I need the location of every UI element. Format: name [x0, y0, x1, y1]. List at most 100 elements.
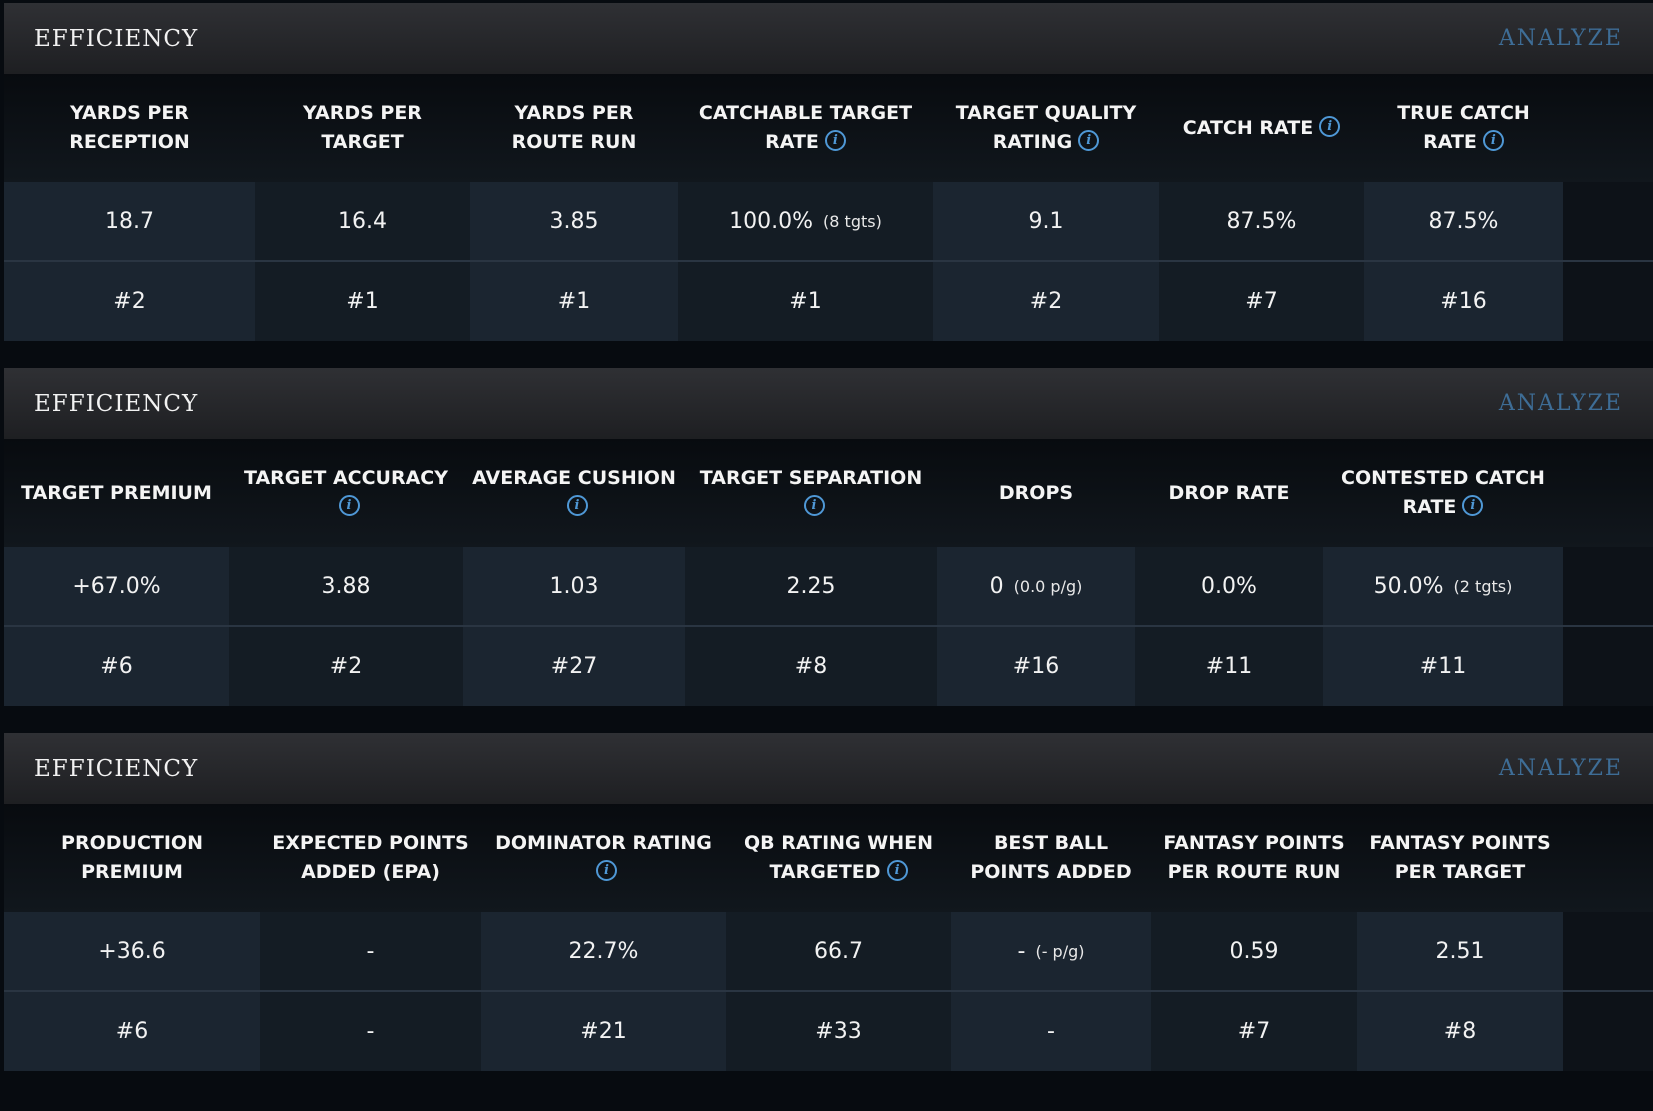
column-header-label: YARDS PER ROUTE RUN — [511, 102, 637, 153]
column-header-content: DOMINATOR RATING i — [487, 829, 720, 887]
column-header-label: YARDS PER RECEPTION — [69, 102, 190, 153]
rank-value: #1 — [789, 289, 822, 314]
column-header-label: EXPECTED POINTS ADDED (EPA) — [272, 832, 469, 883]
rank-cell-fantasy-points-per-target: #8 — [1357, 992, 1563, 1071]
value-cell-target-separation: 2.25 — [685, 547, 937, 625]
rank-value: #27 — [550, 654, 598, 679]
rank-cell-catch-rate: #7 — [1159, 262, 1364, 341]
column-header-label: TRUE CATCH RATE — [1397, 102, 1530, 153]
rank-cell-contested-catch-rate: #11 — [1323, 627, 1563, 706]
rank-cell-expected-points-added-epa: - — [260, 992, 481, 1071]
stat-note: (- p/g) — [1035, 941, 1085, 961]
value-cell-target-accuracy: 3.88 — [229, 547, 463, 625]
value-row: +36.6-22.7% 66.7- (- p/g) 0.59 2.51 — [4, 912, 1653, 992]
rank-cell-qb-rating-when-targeted: #33 — [726, 992, 951, 1071]
panel-header: EFFICIENCY ANALYZE — [4, 3, 1653, 74]
column-header-label: TARGET PREMIUM — [21, 481, 212, 504]
rank-row: #2 #1 #1 #1 #2 #7 #16 — [4, 262, 1653, 341]
rank-value: #33 — [815, 1019, 862, 1044]
stat-value: 66.7 — [814, 938, 863, 964]
column-header-label: AVERAGE CUSHION — [472, 467, 676, 489]
value-row: +67.0% 3.88 1.03 2.25 0 (0.0 p/g) 0.0% 50.0% (2 … — [4, 547, 1653, 627]
value-cell-contested-catch-rate: 50.0% (2 tgts) — [1323, 547, 1563, 625]
column-header-content: EXPECTED POINTS ADDED (EPA) — [266, 829, 475, 887]
rank-value: #6 — [115, 1019, 149, 1044]
column-header-label: YARDS PER TARGET — [303, 102, 422, 153]
rank-cell-target-separation: #8 — [685, 627, 937, 706]
stat-value: 0 — [989, 573, 1004, 599]
column-header-production-premium: PRODUCTION PREMIUM — [4, 804, 260, 912]
column-header-label: DROP RATE — [1168, 481, 1290, 504]
column-header-content: YARDS PER TARGET — [261, 99, 464, 157]
rank-value: #16 — [1012, 654, 1060, 679]
info-icon[interactable]: i — [1078, 130, 1100, 151]
stat-value: - — [366, 938, 375, 964]
column-header-content: TARGET QUALITY RATING i — [939, 99, 1153, 157]
info-icon[interactable]: i — [824, 130, 846, 151]
rank-cell-true-catch-rate: #16 — [1364, 262, 1563, 341]
info-icon[interactable]: i — [803, 495, 825, 516]
column-header-label: CATCHABLE TARGET RATE — [698, 102, 913, 153]
column-header-label: DROPS — [998, 481, 1074, 504]
value-cell-drops: 0 (0.0 p/g) — [937, 547, 1135, 625]
info-icon[interactable]: i — [338, 495, 360, 516]
rank-value: #11 — [1205, 654, 1253, 679]
rank-cell-production-premium: #6 — [4, 992, 260, 1071]
column-header-content: QB RATING WHEN TARGETED i — [732, 829, 945, 887]
column-header-content: DROP RATE — [1169, 479, 1290, 508]
value-cell-qb-rating-when-targeted: 66.7 — [726, 912, 951, 990]
column-header-content: DROPS — [999, 479, 1073, 508]
rank-value: #21 — [580, 1019, 627, 1044]
rank-row: #6 #2 #27 #8 #16 #11 #11 — [4, 627, 1653, 706]
column-header-target-accuracy: TARGET ACCURACY i — [229, 439, 463, 547]
rank-cell-catchable-target-rate: #1 — [678, 262, 933, 341]
rank-value: #6 — [100, 654, 133, 679]
stat-value: 87.5% — [1226, 208, 1297, 234]
stat-value: 16.4 — [338, 208, 387, 234]
column-header-contested-catch-rate: CONTESTED CATCH RATE i — [1323, 439, 1563, 547]
rank-cell-target-quality-rating: #2 — [933, 262, 1159, 341]
value-cell-average-cushion: 1.03 — [463, 547, 685, 625]
column-header-content: BEST BALL POINTS ADDED — [957, 829, 1145, 887]
column-header-drops: DROPS — [937, 439, 1135, 547]
rank-cell-fantasy-points-per-route-run: #7 — [1151, 992, 1357, 1071]
rank-value: #7 — [1237, 1019, 1271, 1044]
column-header-label: QB RATING WHEN TARGETED — [744, 832, 933, 883]
info-icon[interactable]: i — [886, 860, 908, 881]
info-icon[interactable]: i — [596, 860, 617, 881]
info-icon[interactable]: i — [566, 495, 588, 516]
rank-value: - — [1047, 1019, 1055, 1044]
value-cell-fantasy-points-per-route-run: 0.59 — [1151, 912, 1357, 990]
column-header-label: DOMINATOR RATING — [495, 832, 712, 854]
stat-value: 1.03 — [549, 573, 599, 599]
column-header-best-ball-points-added: BEST BALL POINTS ADDED — [951, 804, 1151, 912]
value-cell-expected-points-added-epa: - — [260, 912, 481, 990]
value-cell-true-catch-rate: 87.5% — [1364, 182, 1563, 260]
info-icon[interactable]: i — [1462, 495, 1484, 516]
rank-cell-drop-rate: #11 — [1135, 627, 1323, 706]
column-header-label: TARGET SEPARATION — [699, 467, 923, 489]
value-cell-catchable-target-rate: 100.0% (8 tgts) — [678, 182, 933, 260]
rank-cell-yards-per-reception: #2 — [4, 262, 255, 341]
info-icon[interactable]: i — [1319, 115, 1341, 137]
stat-note: (2 tgts) — [1453, 576, 1513, 596]
column-header-content: TARGET ACCURACY i — [235, 464, 457, 522]
column-header-content: TRUE CATCH RATE i — [1370, 99, 1557, 157]
column-header-content: CATCH RATE i — [1183, 114, 1341, 143]
stat-value: 0.59 — [1229, 938, 1279, 964]
column-header-target-separation: TARGET SEPARATION i — [685, 439, 937, 547]
panel-header: EFFICIENCY ANALYZE — [4, 368, 1653, 439]
column-header-label: PRODUCTION PREMIUM — [61, 832, 203, 883]
column-header-catchable-target-rate: CATCHABLE TARGET RATE i — [678, 74, 933, 182]
analyze-link[interactable]: ANALYZE — [1498, 756, 1623, 781]
analyze-link[interactable]: ANALYZE — [1498, 391, 1623, 416]
info-icon[interactable]: i — [1482, 130, 1504, 151]
panel-title: EFFICIENCY — [34, 755, 199, 782]
column-header-yards-per-target: YARDS PER TARGET — [255, 74, 470, 182]
analyze-link[interactable]: ANALYZE — [1498, 26, 1623, 51]
rank-cell-drops: #16 — [937, 627, 1135, 706]
rank-cell-target-premium: #6 — [4, 627, 229, 706]
stat-value: 2.25 — [786, 573, 836, 599]
value-cell-production-premium: +36.6 — [4, 912, 260, 990]
stat-note: (0.0 p/g) — [1013, 576, 1083, 596]
